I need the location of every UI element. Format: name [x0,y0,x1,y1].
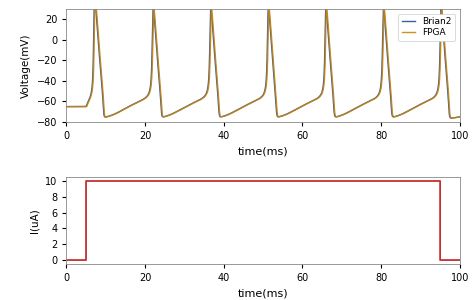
FPGA [256,98,262,101]
FPGA [80,105,85,108]
Brian2 [87,96,93,99]
FPGA [64,105,69,108]
Line: Brian2: Brian2 [66,0,460,118]
Brian2 [65,105,71,108]
FPGA [141,98,146,101]
Brian2 [436,78,442,82]
Brian2 [64,105,69,108]
Legend: Brian2, FPGA: Brian2, FPGA [398,14,455,40]
Brian2 [141,97,146,101]
Line: FPGA: FPGA [66,0,460,118]
Brian2 [80,105,85,108]
FPGA [87,97,93,101]
FPGA [436,84,442,88]
X-axis label: time(ms): time(ms) [238,289,288,298]
Y-axis label: Voltage(mV): Voltage(mV) [21,33,31,98]
X-axis label: time(ms): time(ms) [238,147,288,157]
Brian2 [457,115,463,119]
Brian2 [256,97,262,101]
FPGA [457,115,463,119]
FPGA [449,116,455,120]
Brian2 [448,116,454,120]
Y-axis label: I(uA): I(uA) [29,208,39,233]
FPGA [65,105,71,108]
